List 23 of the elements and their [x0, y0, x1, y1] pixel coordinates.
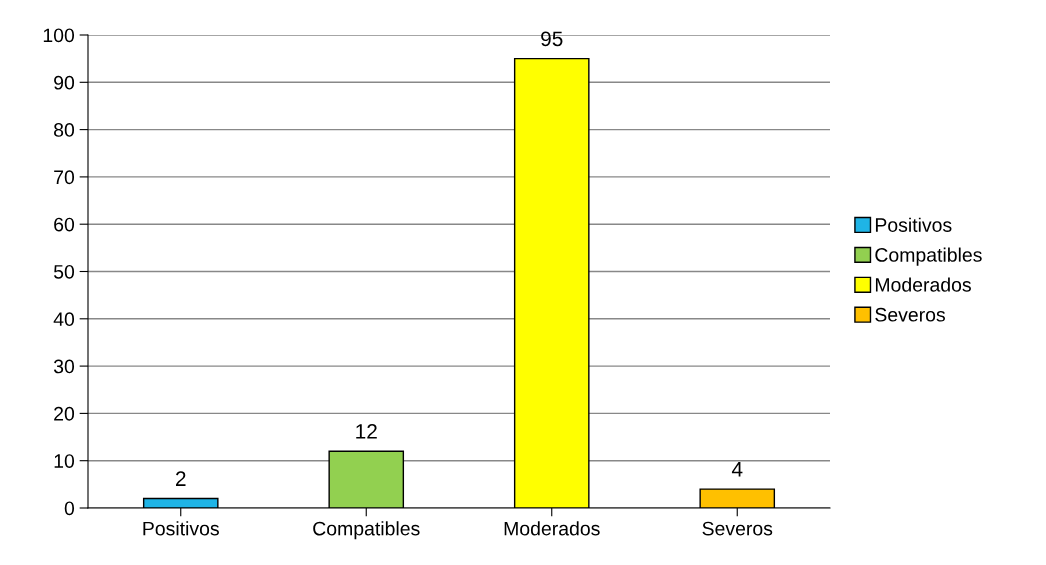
- legend-label: Positivos: [875, 217, 952, 232]
- y-tick-label: 70: [54, 170, 75, 185]
- legend-label: Moderados: [875, 277, 971, 292]
- y-tick-label: 20: [54, 406, 75, 421]
- y-tick-label: 80: [54, 123, 75, 137]
- y-tick-label: 60: [54, 217, 75, 232]
- data-label: 95: [541, 31, 563, 47]
- data-label: 2: [176, 471, 186, 486]
- y-tick-label: 0: [64, 501, 75, 516]
- data-label: 12: [356, 424, 377, 439]
- legend-label: Severos: [875, 307, 945, 322]
- y-tick-label: 90: [54, 75, 75, 90]
- y-tick-label: 40: [53, 312, 75, 327]
- y-tick-label: 50: [53, 264, 75, 279]
- y-tick-label: 100: [43, 28, 75, 43]
- x-tick-label: Positivos: [143, 521, 219, 536]
- x-tick-label: Compatibles: [313, 521, 420, 540]
- x-tick-label: Moderados: [504, 521, 600, 536]
- y-tick-label: 30: [53, 359, 75, 374]
- x-tick-label: Severos: [702, 521, 773, 536]
- y-tick-label: 10: [54, 454, 75, 468]
- legend-label: Compatibles: [875, 247, 982, 266]
- data-label: 4: [731, 462, 743, 477]
